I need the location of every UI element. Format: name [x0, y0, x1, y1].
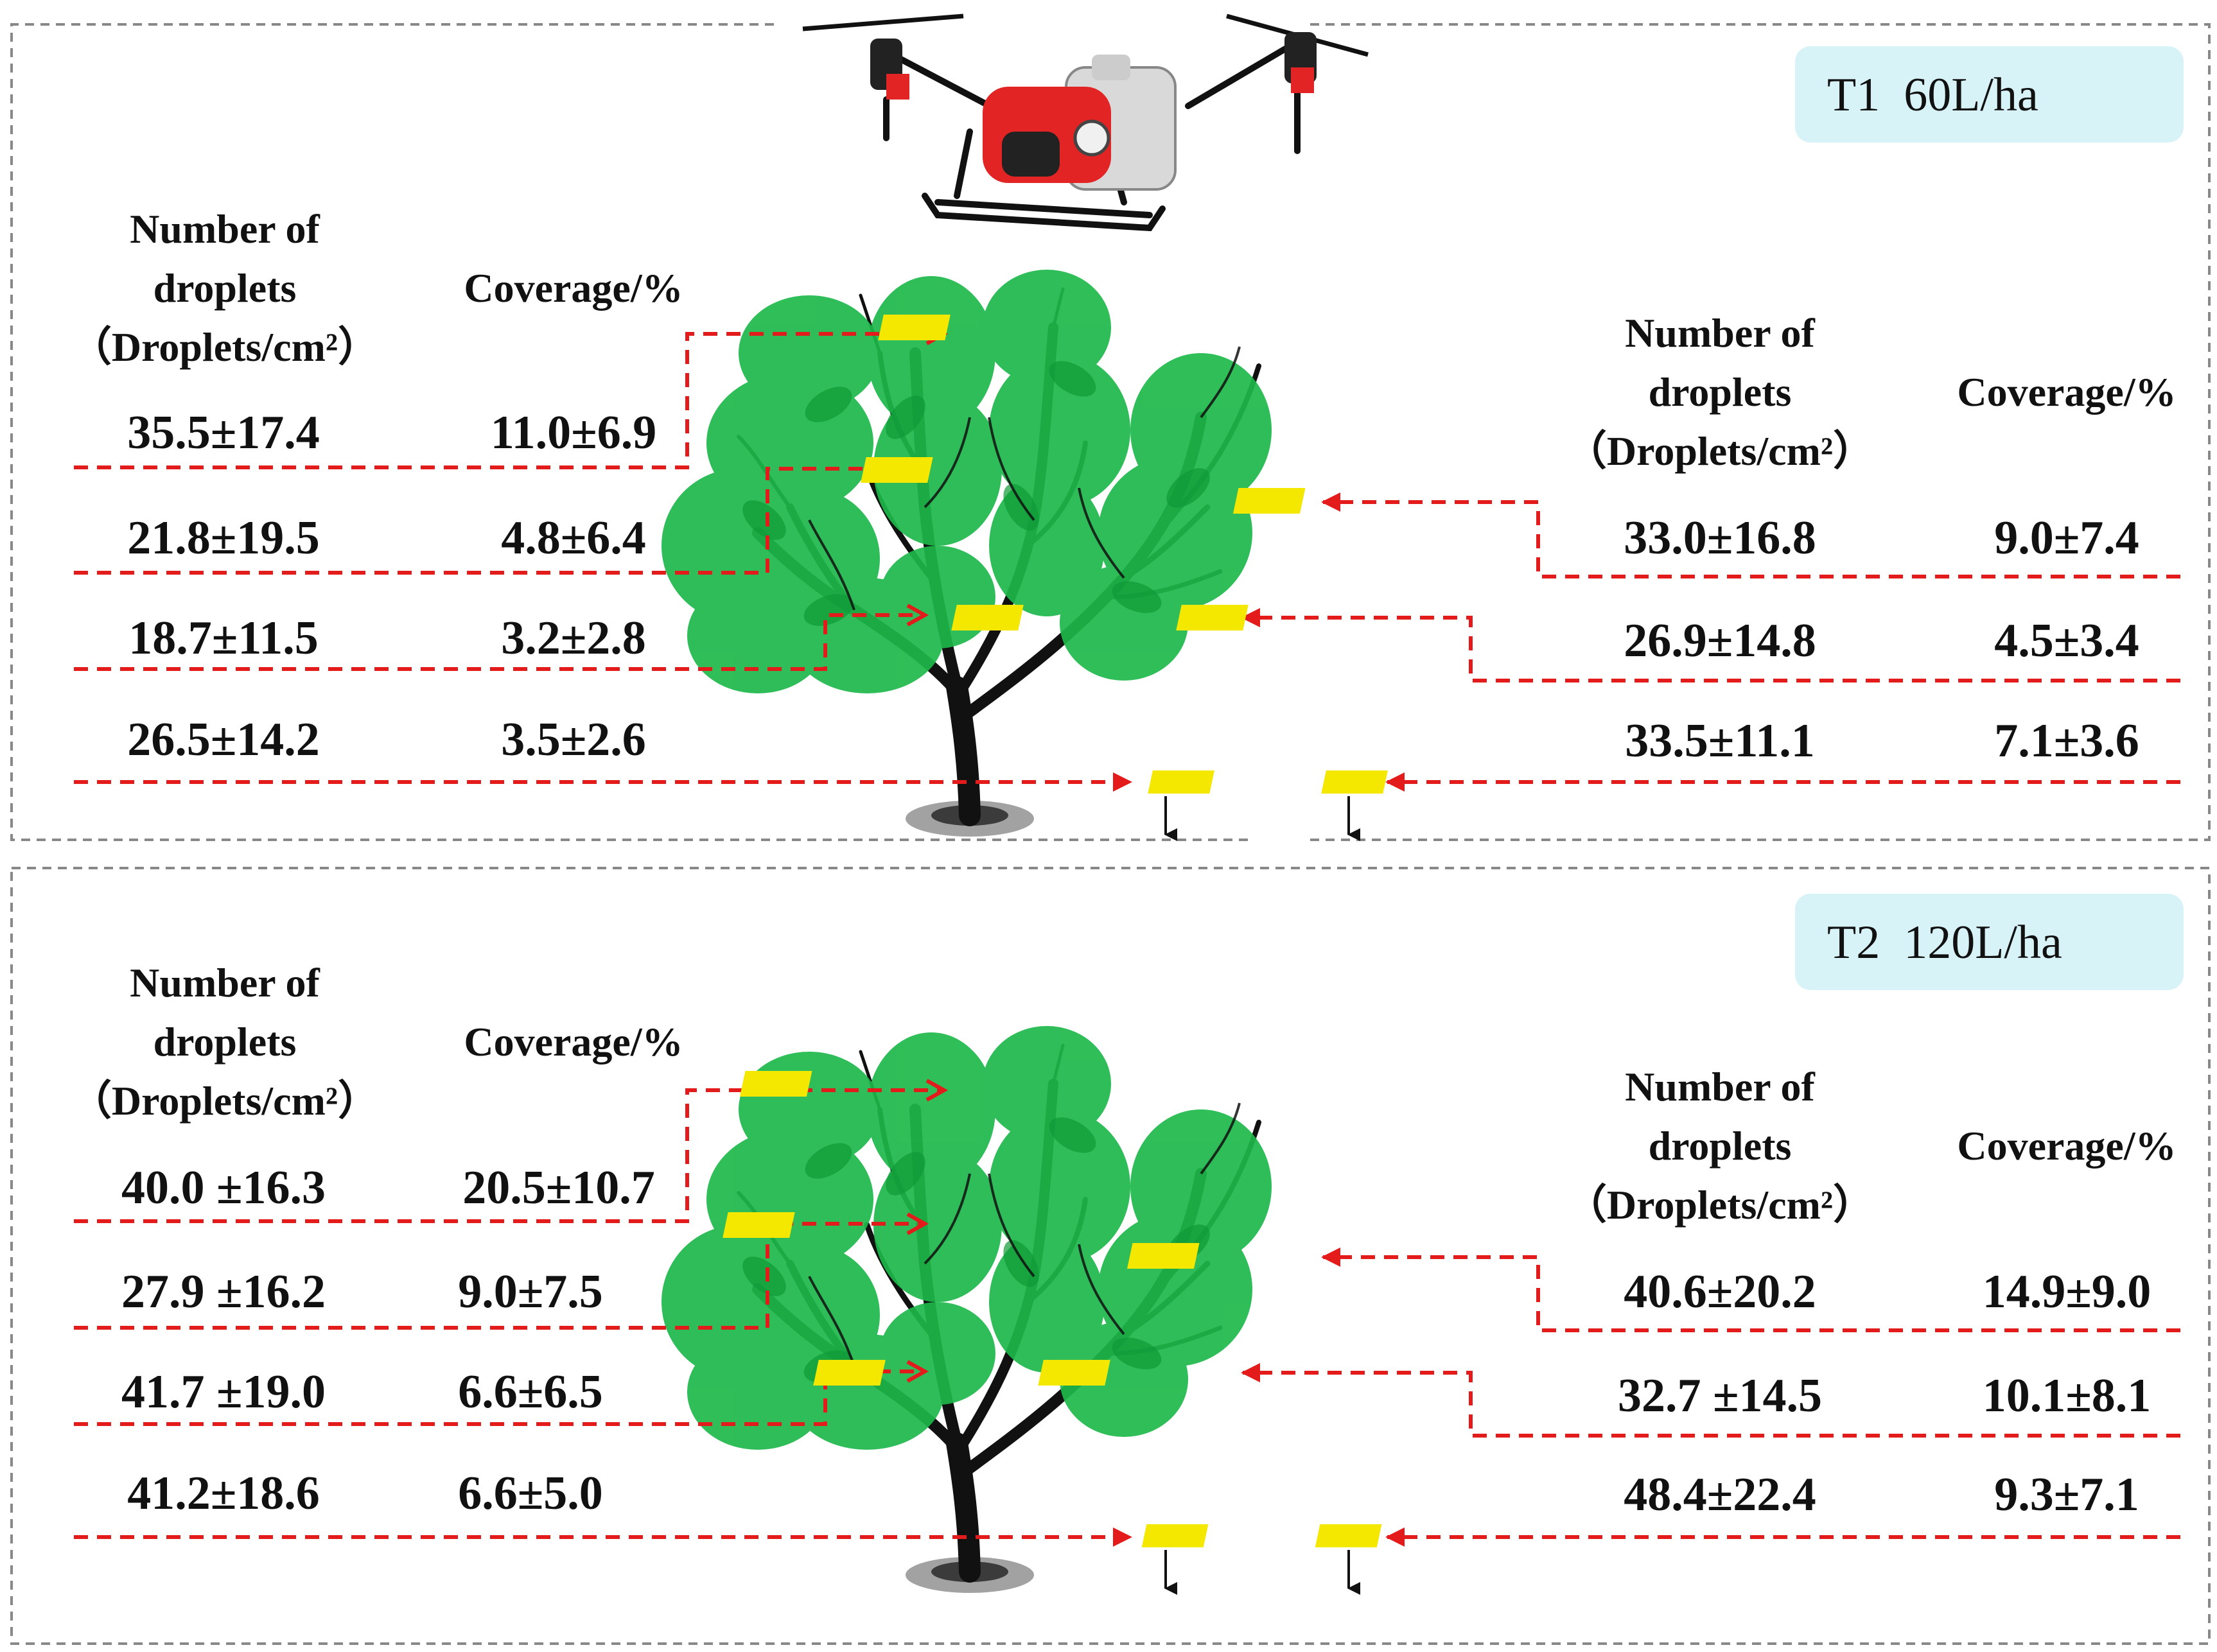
panel-t1-left-row4-coverage: 3.5±2.6 [501, 713, 646, 766]
panel-t2-right-row3-coverage: 9.3±7.1 [1994, 1468, 2139, 1521]
panel-t2-right-row2-number: 32.7 ±14.5 [1618, 1369, 1822, 1422]
panel-t1-left-number-header-line1: Number of [130, 206, 320, 252]
card-t2-ground-right [1315, 1524, 1382, 1547]
panel-t1-sampling-cards [861, 315, 1388, 794]
panel-t1-left-row1-number: 35.5±17.4 [127, 406, 320, 459]
panel-t2-right-row1-coverage: 14.9±9.0 [1983, 1265, 2151, 1318]
panel-t2-border [10, 867, 2211, 1645]
panel-t1-right-number-header-line2: droplets [1649, 369, 1792, 415]
card-t1-middle-inner [951, 605, 1024, 630]
panel-t1-left-row1-coverage: 11.0±6.9 [491, 406, 657, 459]
panel-t1-left-coverage-header: Coverage/% [464, 265, 683, 311]
card-t2-middle-outer [1038, 1360, 1110, 1386]
panel-t2-left-row2-coverage: 9.0±7.5 [458, 1265, 603, 1318]
card-t1-middle-outer [1176, 605, 1249, 630]
panel-t2-guide-lines [74, 1090, 2180, 1547]
panel-t1-left-row2-number: 21.8±19.5 [127, 512, 320, 564]
panel-t2-badge: T2 120L/ha [1795, 894, 2184, 990]
panel-t2-left-row1-coverage: 20.5±10.7 [462, 1161, 655, 1214]
panel-t2-right-number-header-line1: Number of [1625, 1064, 1815, 1109]
panel-t2-left-row4-coverage: 6.6±5.0 [458, 1467, 603, 1520]
panel-t2: T2 120L/ha Number of droplets （Droplets/… [10, 867, 2211, 1645]
panel-t2-left-number-header-line3: （Droplets/cm²） [71, 1078, 379, 1124]
panel-t2-right-row3-number: 48.4±22.4 [1624, 1468, 1816, 1521]
panel-t1-left-number-header-line3: （Droplets/cm²） [71, 324, 379, 370]
panel-t1-ground-arrows [1164, 796, 1360, 841]
card-t1-upper-inner [861, 457, 933, 483]
panel-t1-left-row2-coverage: 4.8±6.4 [501, 512, 646, 564]
panel-t2-left-row1-number: 40.0 ±16.3 [121, 1161, 326, 1214]
panel-t1-right-number-header-line1: Number of [1625, 310, 1815, 356]
panel-t1-right-row2-number: 26.9±14.8 [1624, 614, 1816, 667]
panel-t1-right-row3-number: 33.5±11.1 [1625, 715, 1815, 767]
panel-t2-left-coverage-header: Coverage/% [464, 1019, 683, 1065]
panel-t2-ground-arrows [1164, 1550, 1360, 1595]
panel-t1-left-row3-coverage: 3.2±2.8 [501, 612, 646, 665]
panel-t2-sampling-cards [723, 1071, 1382, 1547]
card-t1-top [878, 315, 951, 340]
panel-t1-right-coverage-header: Coverage/% [1957, 369, 2176, 415]
panel-t2-badge-label: T2 120L/ha [1827, 916, 2062, 969]
panel-t1-badge: T1 60L/ha [1795, 46, 2184, 143]
panel-t2-left-number-header-line2: droplets [153, 1019, 297, 1065]
panel-t2-right-number-header-line3: （Droplets/cm²） [1566, 1182, 1874, 1228]
panel-t1-left-number-header-line2: droplets [153, 265, 297, 311]
panel-t1: T1 60L/ha Number of droplets （Droplets/c… [10, 16, 2211, 841]
card-t1-ground-right [1321, 770, 1388, 794]
card-t2-ground-left [1141, 1524, 1209, 1547]
panel-t1-tree [662, 270, 1272, 837]
panel-t2-left-number-header-line1: Number of [130, 960, 320, 1005]
card-t2-upper-inner [723, 1212, 795, 1238]
panel-t1-border [10, 23, 2211, 841]
card-t1-ground-left [1148, 770, 1214, 794]
card-t1-upper-outer [1232, 488, 1306, 514]
card-t2-top [739, 1071, 812, 1097]
drone-illustration [803, 16, 1368, 228]
panel-t2-left-row3-coverage: 6.6±6.5 [458, 1366, 603, 1418]
panel-t2-tree [662, 1026, 1272, 1593]
panel-t2-right-row2-coverage: 10.1±8.1 [1983, 1369, 2151, 1422]
panel-t2-left-row2-number: 27.9 ±16.2 [121, 1265, 326, 1318]
panel-t2-right-row1-number: 40.6±20.2 [1624, 1265, 1816, 1318]
panel-t1-left-row4-number: 26.5±14.2 [127, 713, 320, 766]
panel-t2-left-row4-number: 41.2±18.6 [127, 1467, 320, 1520]
panel-t1-badge-label: T1 60L/ha [1827, 69, 2038, 121]
card-t2-middle-inner [813, 1360, 886, 1386]
panel-t2-left-row3-number: 41.7 ±19.0 [121, 1366, 326, 1418]
panel-t1-right-row1-coverage: 9.0±7.4 [1994, 512, 2139, 564]
panel-t1-guide-lines [74, 334, 2180, 792]
panel-t2-right-number-header-line2: droplets [1649, 1123, 1792, 1169]
panel-t1-left-row3-number: 18.7±11.5 [128, 612, 319, 665]
panel-t1-right-row1-number: 33.0±16.8 [1624, 512, 1816, 564]
panel-t2-right-coverage-header: Coverage/% [1957, 1123, 2176, 1169]
panel-t1-right-row2-coverage: 4.5±3.4 [1994, 614, 2139, 667]
panel-t1-right-row3-coverage: 7.1±3.6 [1994, 715, 2139, 767]
card-t2-upper-outer [1126, 1243, 1200, 1269]
panel-t1-right-number-header-line3: （Droplets/cm²） [1566, 428, 1874, 474]
